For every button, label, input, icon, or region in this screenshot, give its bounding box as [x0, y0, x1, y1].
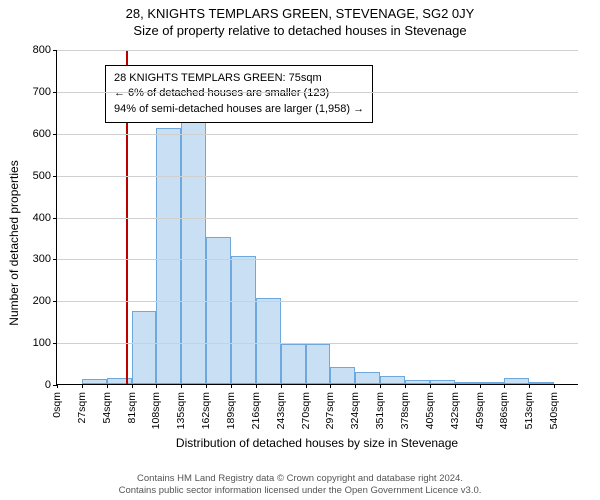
y-tick-label: 600	[33, 128, 57, 140]
histogram-bar	[231, 256, 256, 384]
y-tick-label: 400	[33, 212, 57, 224]
x-tick-label: 54sqm	[101, 388, 113, 424]
x-tick-label: 162sqm	[200, 388, 212, 429]
y-tick-label: 100	[33, 337, 57, 349]
x-tick-label: 486sqm	[498, 388, 510, 429]
x-tick-label: 81sqm	[126, 388, 138, 424]
x-tick-label: 243sqm	[275, 388, 287, 429]
histogram-bar	[156, 128, 181, 384]
y-tick-label: 800	[33, 44, 57, 56]
x-tick-label: 351sqm	[374, 388, 386, 429]
histogram-bar	[355, 372, 380, 384]
x-tick-label: 135sqm	[175, 388, 187, 429]
y-tick-label: 300	[33, 253, 57, 265]
y-axis-label: Number of detached properties	[7, 160, 21, 325]
gridline	[57, 301, 578, 302]
histogram-chart: Number of detached properties 28 KNIGHTS…	[56, 50, 578, 435]
gridline	[57, 92, 578, 93]
x-tick-label: 270sqm	[300, 388, 312, 429]
footer-line: Contains HM Land Registry data © Crown c…	[0, 473, 600, 485]
gridline	[57, 50, 578, 51]
histogram-bar	[306, 344, 331, 384]
histogram-bar	[455, 382, 480, 384]
x-tick-label: 405sqm	[424, 388, 436, 429]
histogram-bar	[82, 379, 107, 384]
y-tick-label: 500	[33, 170, 57, 182]
x-tick-label: 324sqm	[349, 388, 361, 429]
x-tick-label: 108sqm	[150, 388, 162, 429]
x-tick-label: 27sqm	[76, 388, 88, 424]
x-tick-label: 0sqm	[51, 388, 63, 418]
histogram-bar	[529, 382, 554, 384]
gridline	[57, 134, 578, 135]
x-tick-label: 540sqm	[548, 388, 560, 429]
x-tick-label: 378sqm	[399, 388, 411, 429]
x-tick-label: 189sqm	[225, 388, 237, 429]
gridline	[57, 176, 578, 177]
x-tick-label: 459sqm	[474, 388, 486, 429]
x-tick-label: 297sqm	[324, 388, 336, 429]
annotation-line: 94% of semi-detached houses are larger (…	[114, 102, 364, 117]
x-tick-label: 432sqm	[449, 388, 461, 429]
histogram-bar	[281, 344, 306, 384]
annotation-line: 28 KNIGHTS TEMPLARS GREEN: 75sqm	[114, 71, 364, 86]
histogram-bar	[330, 367, 355, 384]
x-axis-label: Distribution of detached houses by size …	[56, 436, 578, 450]
x-tick-label: 513sqm	[523, 388, 535, 429]
y-tick-label: 200	[33, 295, 57, 307]
plot-area: 28 KNIGHTS TEMPLARS GREEN: 75sqm ← 6% of…	[56, 50, 578, 385]
page-subtitle: Size of property relative to detached ho…	[0, 21, 600, 38]
x-tick-label: 216sqm	[250, 388, 262, 429]
page-title: 28, KNIGHTS TEMPLARS GREEN, STEVENAGE, S…	[0, 0, 600, 21]
annotation-line: ← 6% of detached houses are smaller (123…	[114, 86, 364, 101]
footer-line: Contains public sector information licen…	[0, 485, 600, 497]
histogram-bar	[480, 382, 505, 384]
gridline	[57, 218, 578, 219]
histogram-bar	[256, 298, 281, 384]
annotation-box: 28 KNIGHTS TEMPLARS GREEN: 75sqm ← 6% of…	[105, 65, 373, 123]
y-tick-label: 700	[33, 86, 57, 98]
histogram-bar	[504, 378, 529, 384]
histogram-bar	[380, 376, 405, 384]
histogram-bar	[132, 311, 157, 384]
footer-attribution: Contains HM Land Registry data © Crown c…	[0, 473, 600, 497]
gridline	[57, 259, 578, 260]
histogram-bar	[405, 380, 430, 384]
gridline	[57, 343, 578, 344]
histogram-bar	[430, 380, 455, 384]
